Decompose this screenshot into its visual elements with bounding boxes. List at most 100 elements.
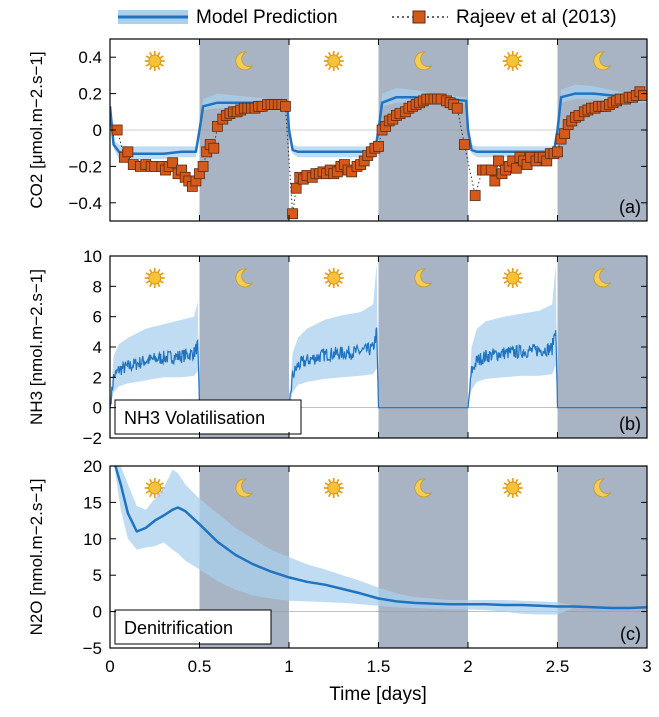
y-tick-label: 8 [93, 277, 102, 296]
observation-point [638, 90, 647, 101]
x-tick-label: 0 [105, 657, 114, 676]
y-tick-label: 0 [93, 603, 102, 622]
plot-area [110, 466, 647, 648]
observation-point [559, 128, 571, 140]
y-tick-label: 10 [83, 247, 102, 266]
observation-point [290, 182, 302, 194]
moon-shape [593, 478, 612, 498]
sun-disc [506, 54, 520, 68]
y-tick-label: 0.2 [78, 85, 102, 104]
sun-icon [502, 478, 523, 498]
observation-point [451, 102, 463, 114]
moon-icon [414, 51, 433, 71]
y-tick-label: 0 [93, 399, 102, 418]
y-tick-label: −0.2 [68, 157, 102, 176]
observation-point [489, 175, 501, 187]
y-tick-label: 20 [83, 457, 102, 476]
moon-shape [235, 268, 254, 288]
annotation-box [114, 609, 272, 645]
moon-shape [414, 268, 433, 288]
panel-label: (c) [620, 624, 641, 644]
observation-point [469, 190, 481, 201]
y-tick-label: −0.4 [68, 194, 102, 213]
model-line [114, 466, 647, 610]
observation-point [552, 146, 563, 158]
x-tick-label: 0.5 [188, 657, 212, 676]
sun-icon [323, 268, 344, 288]
y-tick-label: 4 [93, 338, 102, 357]
y-tick-label: 10 [83, 530, 102, 549]
moon-shape [235, 51, 254, 71]
y-axis-label: NH3 [nmol.m−2.s−1] [27, 269, 46, 425]
legend-obs-marker [412, 10, 426, 24]
y-tick-label: −5 [83, 639, 102, 658]
moon-icon [414, 268, 433, 288]
annotation: NH3 Volatilisation [114, 399, 302, 435]
observation-point [167, 157, 179, 169]
moon-shape [414, 478, 433, 498]
annotation-box [114, 399, 302, 435]
legend-obs-label: Rajeev et al (2013) [456, 7, 617, 28]
sun-disc [506, 271, 520, 285]
sun-disc [327, 481, 341, 495]
x-axis-label: Time [days] [329, 684, 427, 705]
observation-point [197, 160, 209, 172]
sun-icon [144, 478, 165, 498]
legend-model-label: Model Prediction [196, 7, 338, 28]
panels: (a) 0.4 0.2 0 −0.2 −0.4 CO2 [μmol.m−2.s−1] NH3 … [27, 38, 652, 676]
x-tick-label: 2 [463, 657, 472, 676]
uncertainty-band [110, 263, 647, 408]
observation-point [208, 142, 220, 154]
x-tick-label: 1.5 [367, 657, 391, 676]
moon-icon [593, 268, 612, 288]
observation-point [493, 155, 504, 167]
sun-disc [327, 271, 341, 285]
observation-point [280, 100, 291, 112]
observation-point [122, 146, 134, 158]
annotation-text: Denitrification [124, 618, 233, 638]
moon-shape [414, 51, 433, 71]
moon-shape [235, 478, 254, 498]
y-tick-label: 2 [93, 368, 102, 387]
sun-icon [502, 268, 523, 288]
observation-point [287, 208, 298, 220]
sun-disc [148, 481, 162, 495]
sun-icon [144, 268, 165, 288]
y-tick-label: 0 [93, 121, 102, 140]
y-tick-label: 15 [83, 493, 102, 512]
plot-area [110, 39, 647, 221]
y-tick-label: 6 [93, 308, 102, 327]
observation-point [510, 162, 522, 174]
sun-disc [148, 54, 162, 68]
observation-point [485, 164, 497, 176]
legend: Model Prediction Rajeev et al (2013) [118, 7, 617, 28]
y-tick-label: −2 [83, 429, 102, 448]
sun-disc [148, 271, 162, 285]
sun-icon [144, 51, 165, 71]
chart-panel-2: NH3 Volatilisation (b) 10 8 6 4 2 0 −2 NH3 [nmol.… [27, 247, 648, 448]
moon-shape [593, 51, 612, 71]
x-tick-label: 1 [284, 657, 293, 676]
observation-point [459, 139, 470, 150]
moon-icon [235, 268, 254, 288]
moon-shape [593, 268, 612, 288]
sun-disc [327, 54, 341, 68]
panel-label: (b) [619, 414, 641, 434]
moon-icon [593, 51, 612, 71]
uncertainty-band [115, 466, 647, 615]
sun-icon [502, 51, 523, 71]
y-axis-label: N2O [nmol.m−2.s−1] [27, 479, 46, 636]
observation-point [373, 140, 384, 152]
moon-icon [235, 51, 254, 71]
sun-disc [506, 481, 520, 495]
x-tick-label: 2.5 [546, 657, 570, 676]
sun-icon [323, 478, 344, 498]
y-tick-label: 5 [93, 566, 102, 585]
y-tick-label: 0.4 [78, 48, 102, 67]
moon-icon [593, 478, 612, 498]
moon-icon [414, 478, 433, 498]
annotation-text: NH3 Volatilisation [124, 408, 265, 428]
y-axis-label: CO2 [μmol.m−2.s−1] [27, 51, 46, 208]
